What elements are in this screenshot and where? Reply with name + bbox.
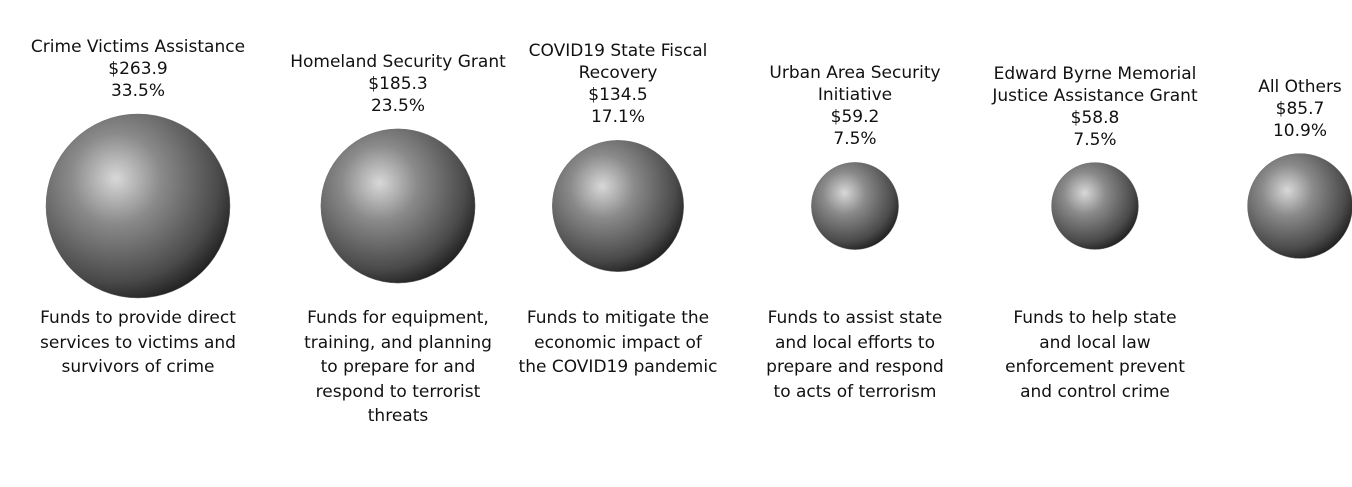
category-label: Edward Byrne Memorial Justice Assistance…: [992, 63, 1198, 106]
description: Funds to help state and local law enforc…: [1005, 308, 1185, 402]
category-label: Urban Area Security Initiative: [769, 63, 941, 106]
bubble: [552, 140, 684, 272]
category-label: Homeland Security Grant: [290, 51, 506, 72]
share-label: 7.5%: [833, 129, 877, 150]
value-label: $58.8: [1070, 107, 1120, 128]
value-label: $263.9: [108, 59, 168, 79]
bubble: [320, 128, 476, 284]
bubble-label: Homeland Security Grant $185.3 23.5%: [288, 51, 508, 117]
share-label: 7.5%: [1073, 129, 1117, 150]
value-label: $185.3: [368, 73, 428, 94]
bubble: [811, 162, 899, 250]
category-label: COVID19 State Fiscal Recovery: [528, 41, 708, 84]
description: Funds to provide direct services to vict…: [40, 308, 236, 377]
bubble-label: COVID19 State Fiscal Recovery $134.5 17.1%: [508, 40, 728, 128]
bubble-label: Edward Byrne Memorial Justice Assistance…: [985, 63, 1205, 151]
category-label: Crime Victims Assistance: [30, 37, 246, 57]
bubble-label: Urban Area Security Initiative $59.2 7.5%: [745, 62, 965, 150]
description: Funds for equipment, training, and plann…: [304, 308, 492, 426]
value-label: $59.2: [830, 107, 880, 128]
bubble: [1247, 153, 1352, 259]
description: Funds to mitigate the economic impact of…: [518, 308, 718, 377]
value-label: $134.5: [588, 85, 648, 106]
share-label: 23.5%: [370, 95, 425, 116]
share-label: 17.1%: [590, 107, 645, 128]
value-label: $85.7: [1275, 98, 1325, 119]
bubble-label: Crime Victims Assistance $263.9 33.5%: [28, 36, 248, 102]
share-label: 10.9%: [1272, 120, 1327, 141]
bubble: [1051, 162, 1139, 250]
bubble: [45, 113, 231, 299]
share-label: 33.5%: [110, 81, 165, 101]
bubble-label: All Others $85.7 10.9%: [1190, 76, 1352, 142]
category-label: All Others: [1258, 76, 1342, 97]
description: Funds to assist state and local efforts …: [766, 308, 944, 402]
